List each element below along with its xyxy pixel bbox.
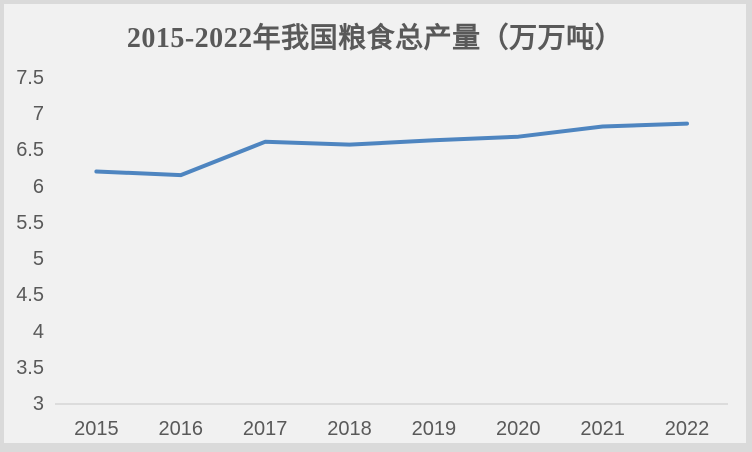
chart-title: 2015-2022年我国粮食总产量（万万吨） xyxy=(126,23,624,54)
y-tick-label: 3.5 xyxy=(16,356,44,379)
x-tick-label: 2016 xyxy=(158,418,204,440)
y-tick-label: 6.5 xyxy=(16,139,44,162)
y-tick-label: 5.5 xyxy=(16,211,44,234)
x-tick-label: 2015 xyxy=(74,418,119,440)
data-line-series xyxy=(94,121,689,178)
x-tick-label: 2022 xyxy=(664,418,710,440)
x-tick-label: 2017 xyxy=(242,418,288,440)
x-tick-label: 2019 xyxy=(411,418,457,440)
x-tick-label: 2021 xyxy=(580,418,625,440)
y-tick-label: 3 xyxy=(32,393,44,415)
y-tick-label: 4.5 xyxy=(16,284,44,307)
line-chart xyxy=(55,121,728,405)
x-tick-label: 2020 xyxy=(496,418,541,440)
chart-window: 2015-2022年我国粮食总产量（万万吨） 7.5 7 6.5 6 5.5 5 4.5 4 3… xyxy=(4,4,746,443)
y-tick-label: 7 xyxy=(32,103,44,126)
y-tick-label: 5 xyxy=(32,248,44,271)
y-tick-label: 7.5 xyxy=(16,67,44,89)
x-tick-label: 2018 xyxy=(327,418,372,440)
y-tick-label: 6 xyxy=(32,175,44,198)
y-tick-label: 4 xyxy=(32,320,44,343)
